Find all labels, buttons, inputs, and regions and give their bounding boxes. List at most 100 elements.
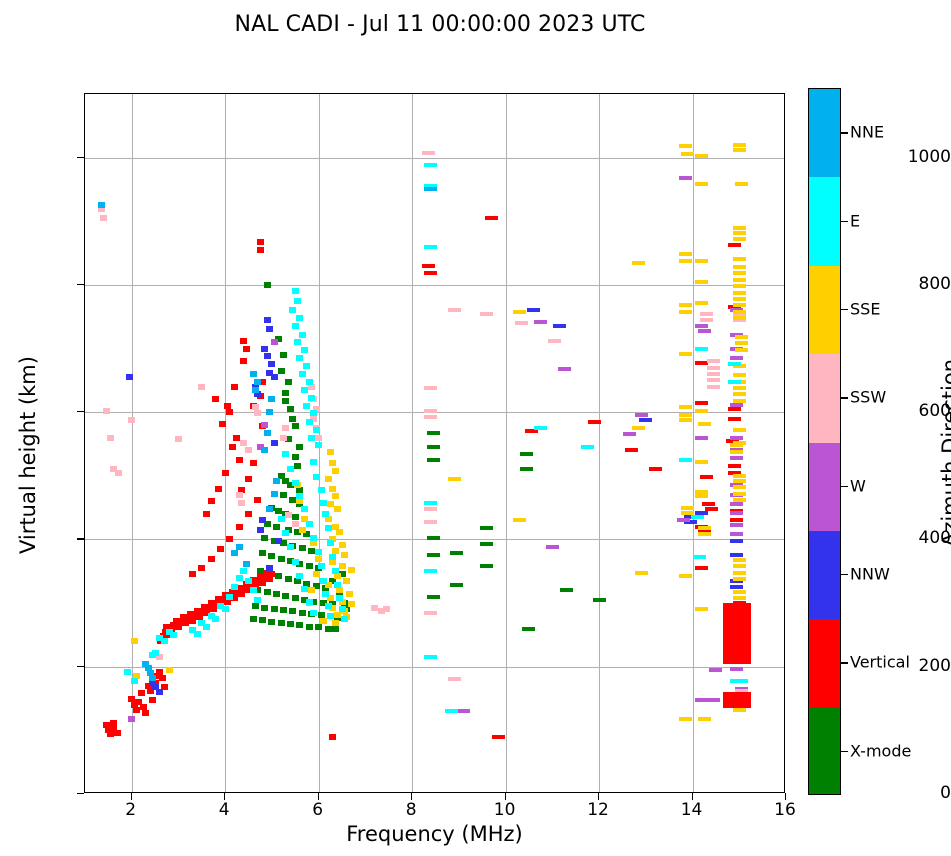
data-point (725, 438, 739, 443)
data-point (312, 406, 320, 412)
colorbar-segment-sse[interactable] (809, 265, 840, 355)
data-point (277, 367, 285, 374)
data-point (317, 563, 325, 570)
data-point (266, 505, 274, 512)
data-point (214, 596, 222, 603)
data-point (732, 303, 746, 308)
data-point (732, 498, 746, 502)
colorbar-segment-ssw[interactable] (809, 354, 840, 443)
data-point (226, 409, 234, 416)
data-point (700, 475, 714, 480)
data-point (104, 727, 112, 734)
data-point (697, 532, 711, 537)
gridline-vertical (599, 94, 601, 792)
interference-band (722, 692, 751, 709)
data-point (137, 690, 145, 697)
data-point (732, 290, 746, 295)
data-point (270, 374, 278, 381)
colorbar-segment-e[interactable] (809, 177, 840, 267)
data-point (249, 616, 257, 622)
data-point (695, 566, 709, 571)
data-point (326, 501, 334, 508)
data-point (424, 408, 438, 413)
data-point (735, 341, 749, 346)
data-point (217, 603, 225, 610)
data-point (266, 409, 274, 416)
colorbar[interactable] (808, 88, 841, 795)
data-point (732, 309, 746, 314)
data-point (301, 516, 309, 523)
data-point (266, 369, 274, 376)
data-point (298, 526, 306, 533)
data-point (324, 582, 332, 589)
colorbar-label-sse: SSE (850, 299, 881, 319)
data-point (289, 497, 297, 503)
data-point (282, 593, 290, 600)
colorbar-segment-nne[interactable] (809, 89, 840, 178)
data-point (270, 490, 278, 497)
data-point (347, 567, 355, 573)
colorbar-segment-nnw[interactable] (809, 530, 840, 620)
data-point (294, 528, 302, 535)
data-point (301, 596, 309, 603)
colorbar-tick-mark (841, 308, 848, 311)
data-point (151, 684, 159, 691)
colorbar-label-x-mode: X-mode (850, 741, 912, 761)
colorbar-segment-w[interactable] (809, 442, 840, 532)
data-point (263, 429, 271, 436)
data-point (315, 434, 323, 441)
data-point (228, 588, 236, 595)
data-point (268, 570, 276, 577)
data-point (732, 428, 746, 432)
data-point (732, 284, 746, 289)
colorbar-segment-vertical[interactable] (809, 619, 840, 709)
data-point (695, 360, 709, 365)
data-point (679, 309, 693, 314)
data-point (149, 679, 157, 686)
plot-area[interactable] (84, 93, 785, 793)
data-point (329, 460, 337, 467)
data-point (338, 541, 346, 548)
data-point (224, 402, 232, 409)
data-point (270, 439, 278, 446)
gridline-vertical (225, 94, 227, 792)
data-point (480, 526, 494, 530)
data-point (142, 660, 150, 667)
data-point (240, 586, 248, 593)
data-point (695, 408, 709, 413)
data-point (270, 537, 278, 544)
data-point (163, 624, 171, 631)
data-point (707, 378, 721, 383)
data-point (280, 434, 288, 441)
y-tick-mark (77, 156, 84, 158)
data-point (447, 677, 461, 682)
x-tick-mark (130, 793, 133, 800)
data-point (268, 396, 276, 403)
data-point (205, 605, 213, 612)
data-point (730, 538, 744, 543)
data-point (289, 307, 297, 314)
colorbar-segment-x-mode[interactable] (809, 707, 840, 794)
data-point (732, 491, 746, 496)
data-point (697, 529, 711, 534)
data-point (424, 187, 438, 192)
gridline-horizontal (85, 284, 784, 286)
data-point (298, 609, 306, 616)
data-point (249, 587, 257, 594)
data-point (315, 442, 323, 449)
data-point (277, 472, 285, 479)
data-point (219, 597, 227, 604)
data-point (296, 560, 304, 567)
data-point (142, 709, 150, 716)
data-point (331, 620, 339, 627)
data-point (492, 734, 506, 739)
data-point (254, 378, 262, 385)
data-point (275, 507, 283, 514)
data-point (679, 417, 693, 422)
data-point (730, 502, 744, 507)
data-point (280, 607, 288, 614)
data-point (287, 544, 295, 551)
data-point (329, 558, 337, 565)
colorbar-label-e: E (850, 211, 861, 231)
data-point (732, 398, 746, 403)
